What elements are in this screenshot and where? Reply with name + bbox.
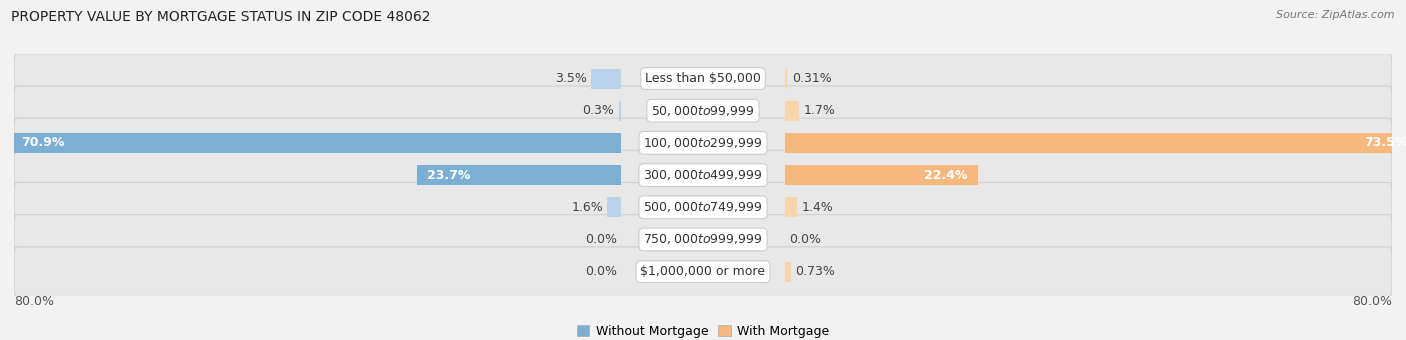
Text: $50,000 to $99,999: $50,000 to $99,999 xyxy=(651,104,755,118)
Text: 0.3%: 0.3% xyxy=(582,104,614,117)
Text: $300,000 to $499,999: $300,000 to $499,999 xyxy=(644,168,762,182)
Text: Less than $50,000: Less than $50,000 xyxy=(645,72,761,85)
Bar xyxy=(785,69,787,88)
FancyBboxPatch shape xyxy=(14,54,1392,103)
Text: 23.7%: 23.7% xyxy=(427,169,471,182)
Legend: Without Mortgage, With Mortgage: Without Mortgage, With Mortgage xyxy=(572,320,834,340)
FancyBboxPatch shape xyxy=(14,150,1392,200)
Text: 0.0%: 0.0% xyxy=(789,233,821,246)
Text: $500,000 to $749,999: $500,000 to $749,999 xyxy=(644,200,762,214)
Text: $750,000 to $999,999: $750,000 to $999,999 xyxy=(644,233,762,246)
Text: $1,000,000 or more: $1,000,000 or more xyxy=(641,265,765,278)
Bar xyxy=(591,69,621,88)
Text: 1.4%: 1.4% xyxy=(801,201,832,214)
Text: 3.5%: 3.5% xyxy=(555,72,586,85)
Text: PROPERTY VALUE BY MORTGAGE STATUS IN ZIP CODE 48062: PROPERTY VALUE BY MORTGAGE STATUS IN ZIP… xyxy=(11,10,430,24)
Bar xyxy=(418,165,621,185)
Bar xyxy=(785,133,1406,153)
Text: 1.6%: 1.6% xyxy=(571,201,603,214)
Text: 0.31%: 0.31% xyxy=(792,72,831,85)
Bar xyxy=(607,197,621,217)
Text: $100,000 to $299,999: $100,000 to $299,999 xyxy=(644,136,762,150)
Text: 80.0%: 80.0% xyxy=(1353,295,1392,308)
FancyBboxPatch shape xyxy=(14,247,1392,296)
Bar xyxy=(785,197,797,217)
FancyBboxPatch shape xyxy=(14,183,1392,232)
FancyBboxPatch shape xyxy=(14,118,1392,168)
Text: 0.0%: 0.0% xyxy=(585,233,617,246)
Text: Source: ZipAtlas.com: Source: ZipAtlas.com xyxy=(1277,10,1395,20)
Text: 0.73%: 0.73% xyxy=(796,265,835,278)
Text: 22.4%: 22.4% xyxy=(924,169,967,182)
FancyBboxPatch shape xyxy=(14,215,1392,264)
Bar xyxy=(785,165,977,185)
Bar xyxy=(11,133,621,153)
Text: 73.5%: 73.5% xyxy=(1364,136,1406,149)
FancyBboxPatch shape xyxy=(14,86,1392,136)
Text: 80.0%: 80.0% xyxy=(14,295,53,308)
Text: 1.7%: 1.7% xyxy=(804,104,835,117)
Bar xyxy=(785,101,800,121)
Text: 0.0%: 0.0% xyxy=(585,265,617,278)
Bar xyxy=(619,101,621,121)
Text: 70.9%: 70.9% xyxy=(21,136,65,149)
Bar xyxy=(785,262,792,282)
